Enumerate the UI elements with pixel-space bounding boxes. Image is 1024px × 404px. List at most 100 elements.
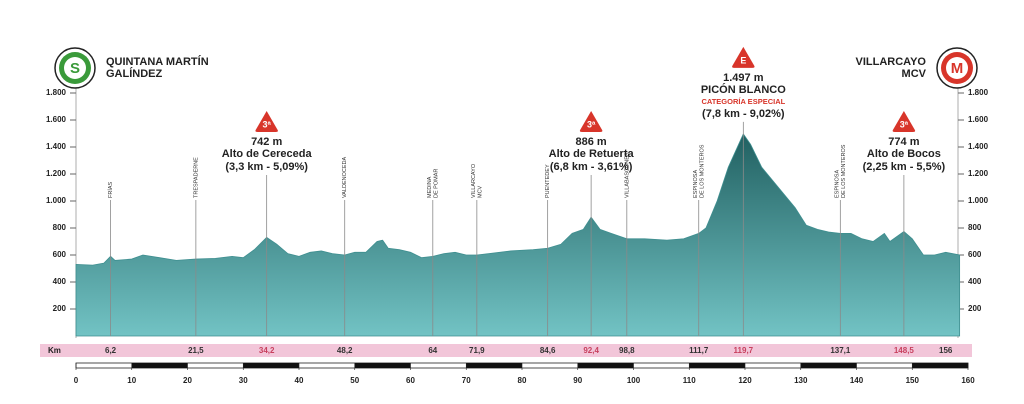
climb-category: 3ª bbox=[587, 119, 596, 129]
climb-detail: (6,8 km - 3,61%) bbox=[550, 161, 633, 173]
y-tick-label: 1.600 bbox=[968, 115, 989, 124]
scale-segment bbox=[800, 363, 857, 368]
x-tick-label: 50 bbox=[350, 376, 359, 385]
climb-icon bbox=[255, 111, 278, 132]
place-name: VILLARCAYO bbox=[856, 56, 927, 68]
climb-elevation: 886 m bbox=[576, 136, 607, 148]
km-label: Km bbox=[48, 346, 61, 355]
town-name: DE LOS MONTEROS bbox=[699, 144, 705, 198]
town-name: PUENTEDEY bbox=[545, 164, 551, 198]
town-name: ESPINOSA bbox=[693, 170, 699, 198]
km-marker: 98,8 bbox=[619, 346, 635, 355]
climb-detail: (7,8 km - 9,02%) bbox=[702, 108, 785, 120]
x-tick-label: 150 bbox=[906, 376, 920, 385]
y-tick-label: 600 bbox=[53, 250, 67, 259]
y-tick-label: 1.200 bbox=[968, 169, 989, 178]
town-name: DE LOS MONTEROS bbox=[841, 144, 847, 198]
y-tick-label: 1.000 bbox=[968, 196, 989, 205]
km-marker: 64 bbox=[428, 346, 437, 355]
town-name: VALDENOCEDA bbox=[342, 157, 348, 198]
km-marker: 84,6 bbox=[540, 346, 556, 355]
town-name: ESPINOSA bbox=[835, 170, 841, 198]
scale-segment bbox=[131, 363, 188, 368]
x-tick-label: 110 bbox=[683, 376, 696, 385]
scale-segment bbox=[243, 363, 299, 368]
climb-category: 3ª bbox=[262, 119, 271, 129]
place-name: MCV bbox=[902, 68, 927, 80]
y-tick-label: 1.200 bbox=[46, 169, 67, 178]
km-marker: 6,2 bbox=[105, 346, 117, 355]
scale-segment bbox=[354, 363, 411, 368]
scale-segment bbox=[466, 363, 522, 368]
y-tick-label: 200 bbox=[53, 304, 67, 313]
town-name: VILLABASCONES bbox=[624, 152, 630, 198]
badge-inner bbox=[946, 57, 968, 79]
km-marker: 21,5 bbox=[188, 346, 204, 355]
x-tick-label: 20 bbox=[183, 376, 192, 385]
x-tick-label: 80 bbox=[518, 376, 527, 385]
km-marker: 48,2 bbox=[337, 346, 353, 355]
scale-segment bbox=[912, 363, 968, 368]
scale-segment bbox=[689, 363, 745, 368]
km-marker: 148,5 bbox=[894, 346, 915, 355]
climb-category: 3ª bbox=[900, 119, 909, 129]
climb-detail: (2,25 km - 5,5%) bbox=[863, 161, 946, 173]
x-tick-label: 60 bbox=[406, 376, 415, 385]
km-marker: 34,2 bbox=[259, 346, 275, 355]
badge-letter: M bbox=[951, 60, 964, 77]
town-name: TRESPADERNE bbox=[193, 157, 199, 198]
badge-inner bbox=[64, 57, 86, 79]
town-name: VILLARCAYO bbox=[471, 163, 477, 198]
climb-icon bbox=[579, 111, 603, 132]
x-tick-label: 160 bbox=[961, 376, 975, 385]
town-name: FRÍAS bbox=[107, 181, 114, 198]
climb-icon bbox=[732, 46, 755, 68]
x-tick-label: 90 bbox=[573, 376, 582, 385]
climb-name: Alto de Cereceda bbox=[222, 148, 313, 160]
y-tick-label: 1.800 bbox=[46, 88, 67, 97]
x-tick-label: 140 bbox=[850, 376, 864, 385]
climb-name: PICÓN BLANCO bbox=[701, 83, 786, 96]
y-tick-label: 200 bbox=[968, 304, 982, 313]
climb-category-name: CATEGORÍA ESPECIAL bbox=[701, 97, 785, 106]
climb-detail: (3,3 km - 5,09%) bbox=[225, 161, 308, 173]
y-tick-label: 800 bbox=[53, 223, 67, 232]
town-name: MCV bbox=[477, 185, 483, 198]
place-name: QUINTANA MARTÍN bbox=[106, 55, 209, 68]
climb-name: Alto de Bocos bbox=[867, 148, 941, 160]
scale-segment bbox=[577, 363, 634, 368]
y-tick-label: 1.600 bbox=[46, 115, 67, 124]
y-tick-label: 600 bbox=[968, 250, 982, 259]
y-tick-label: 800 bbox=[968, 223, 982, 232]
x-tick-label: 30 bbox=[239, 376, 248, 385]
km-marker: 119,7 bbox=[734, 346, 754, 355]
x-tick-label: 100 bbox=[627, 376, 641, 385]
y-tick-label: 1.000 bbox=[46, 196, 67, 205]
km-marker: 137,1 bbox=[830, 346, 851, 355]
x-tick-label: 0 bbox=[74, 376, 79, 385]
x-tick-label: 130 bbox=[794, 376, 808, 385]
place-name: GALÍNDEZ bbox=[106, 67, 163, 80]
town-name: DE POMAR bbox=[433, 169, 439, 198]
x-tick-label: 70 bbox=[462, 376, 471, 385]
x-tick-label: 10 bbox=[127, 376, 136, 385]
elevation-area bbox=[75, 133, 961, 337]
y-tick-label: 1.400 bbox=[46, 142, 67, 151]
climb-category: E bbox=[740, 55, 746, 65]
climb-elevation: 1.497 m bbox=[723, 72, 764, 84]
climb-elevation: 742 m bbox=[251, 136, 282, 148]
km-band bbox=[40, 344, 972, 357]
climb-elevation: 774 m bbox=[888, 136, 919, 148]
y-tick-label: 400 bbox=[53, 277, 67, 286]
km-marker: 92,4 bbox=[583, 346, 599, 355]
y-tick-label: 400 bbox=[968, 277, 982, 286]
x-tick-label: 120 bbox=[738, 376, 752, 385]
km-marker: 71,9 bbox=[469, 346, 485, 355]
x-tick-label: 40 bbox=[295, 376, 304, 385]
y-tick-label: 1.400 bbox=[968, 142, 989, 151]
town-name: MEDINA bbox=[427, 176, 433, 198]
climb-name: Alto de Retuerta bbox=[549, 148, 635, 160]
km-marker: 111,7 bbox=[689, 346, 709, 355]
badge-letter: S bbox=[70, 60, 80, 77]
